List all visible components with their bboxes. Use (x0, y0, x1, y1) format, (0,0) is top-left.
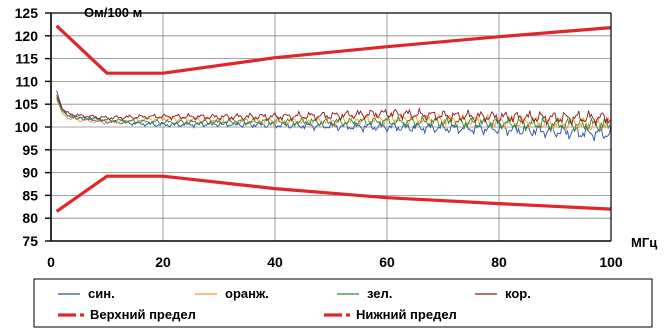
series-line-green (56, 97, 612, 133)
y-tick-label: 115 (15, 51, 38, 67)
y-tick-label: 120 (15, 28, 39, 44)
x-axis-label: МГц (631, 235, 657, 250)
y-tick-label: 90 (22, 165, 38, 181)
legend-label: кор. (505, 286, 531, 301)
y-tick-label: 95 (22, 142, 38, 158)
x-tick-label: 80 (491, 254, 507, 270)
legend-label: син. (88, 286, 115, 301)
axes (45, 12, 612, 242)
y-tick-label: 125 (15, 5, 39, 21)
series-line-orange (56, 99, 612, 132)
x-tick-label: 100 (599, 254, 623, 270)
y-tick-label: 100 (15, 119, 39, 135)
legend-label: оранж. (225, 286, 269, 301)
series-line-upper-limit (55, 24, 612, 75)
series-line-brown (56, 94, 612, 127)
legend-label: Верхний предел (90, 307, 196, 322)
legend-box (33, 278, 653, 328)
y-axis-label: Ом/100 м (84, 5, 142, 20)
y-tick-label: 110 (15, 73, 38, 89)
series-layer (55, 24, 612, 213)
x-tick-label: 40 (267, 254, 283, 270)
y-tick-label: 105 (15, 96, 39, 112)
legend-label: зел. (367, 286, 392, 301)
series-line-lower-limit (55, 174, 612, 213)
legend-label: Нижний предел (356, 307, 457, 322)
y-tick-label: 85 (22, 187, 38, 203)
y-tick-label: 75 (22, 233, 38, 249)
y-tick-label: 80 (22, 210, 38, 226)
legend: син. оранж. зел. кор. Верхний предел Нижний п… (33, 278, 653, 328)
tick-labels: 75 80 85 90 95 100 105 110 115 120 125 0 20 40 60 80 100 (15, 5, 623, 270)
x-tick-label: 0 (47, 254, 55, 270)
x-tick-label: 20 (155, 254, 171, 270)
x-tick-label: 60 (379, 254, 395, 270)
